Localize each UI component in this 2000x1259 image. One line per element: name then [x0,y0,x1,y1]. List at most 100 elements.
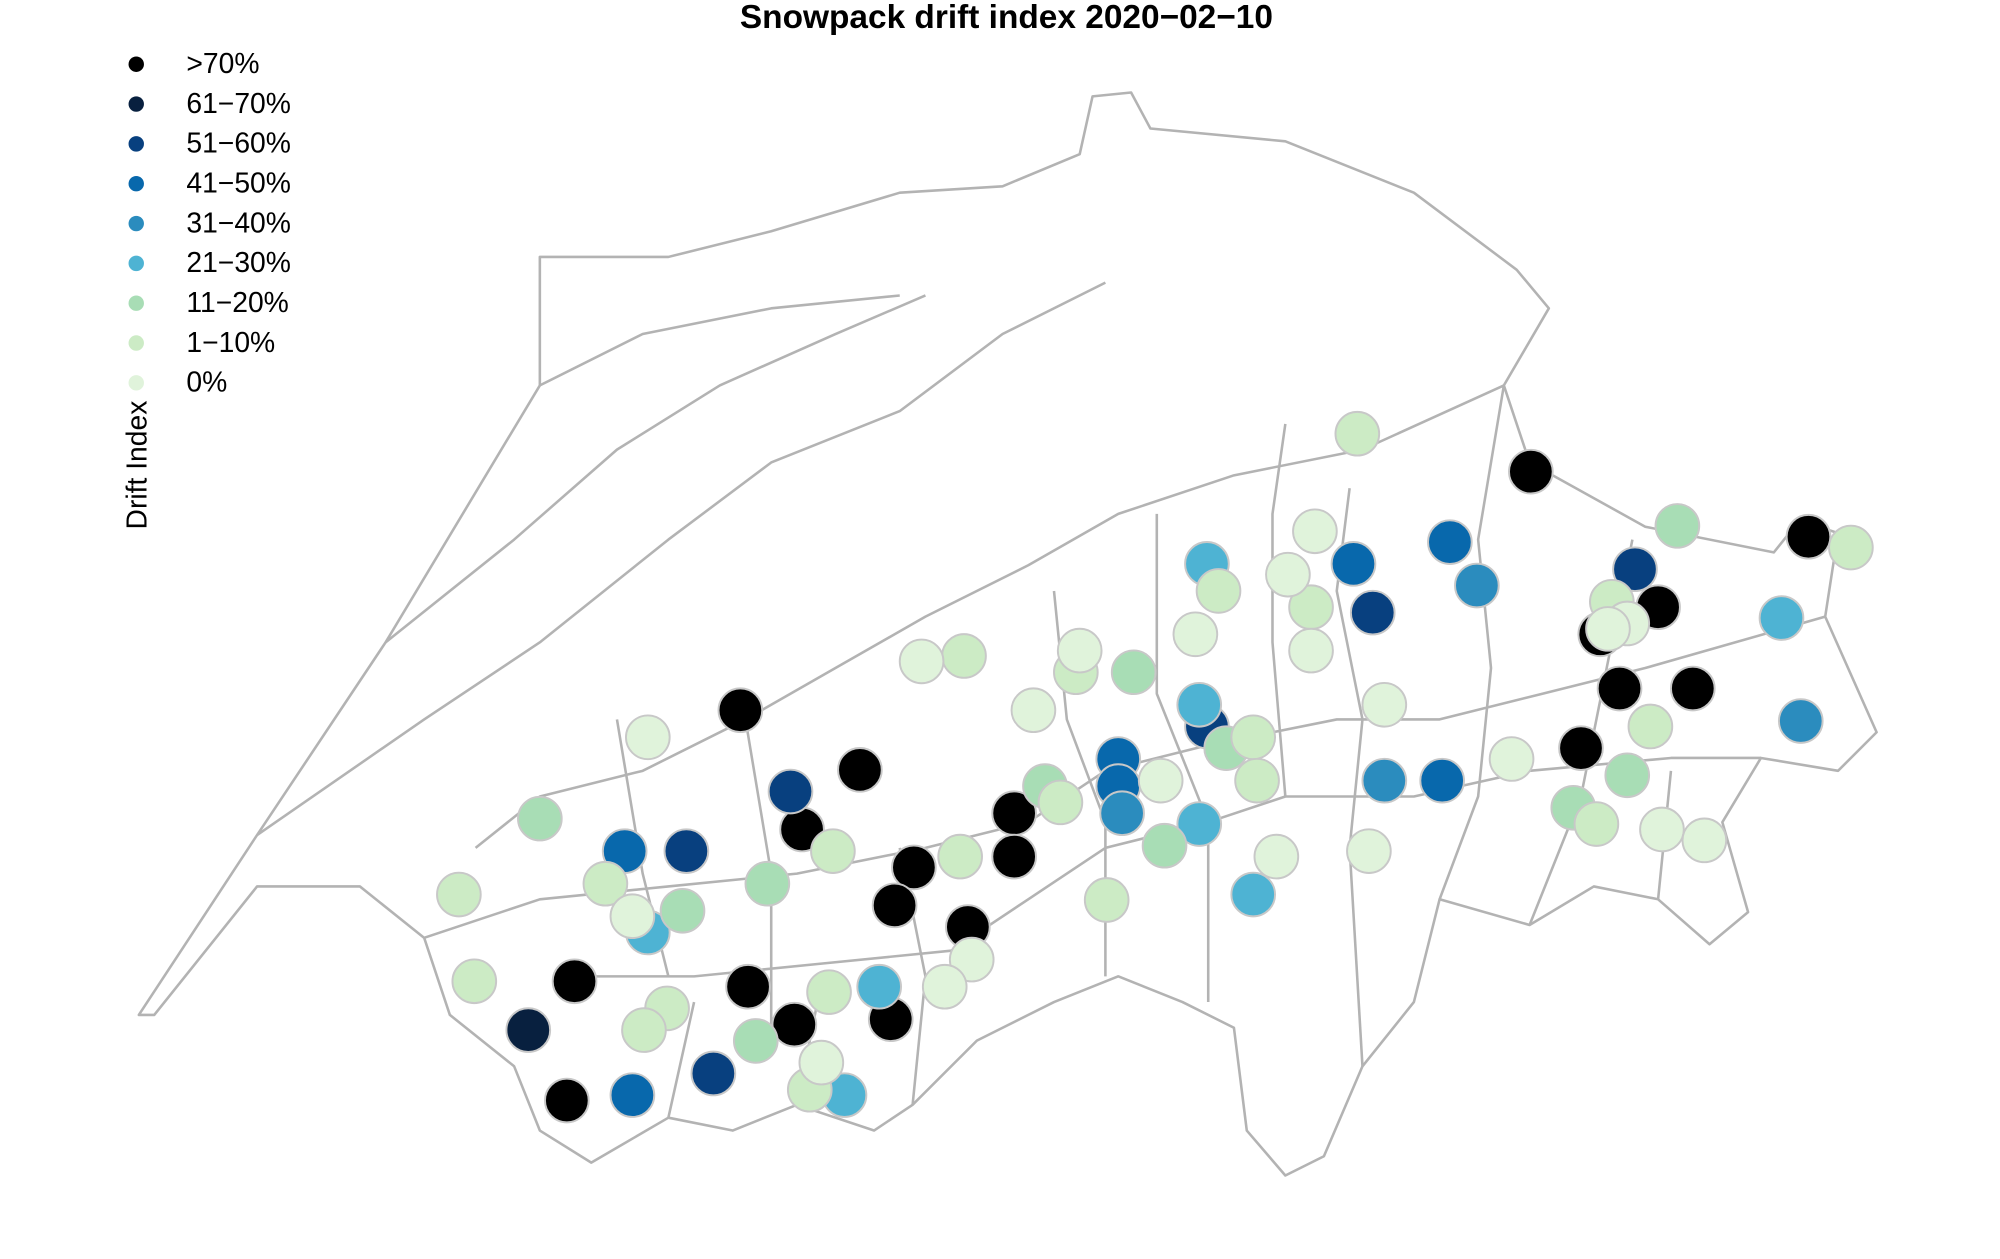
station-point [1195,568,1242,614]
station-point [1176,681,1223,728]
legend-swatch [128,136,144,152]
station-point [1612,546,1658,593]
legend-label: 41−50% [186,166,291,198]
station-point [1627,703,1674,750]
station-point [1334,410,1381,457]
station-point [717,687,764,734]
station-point [871,882,918,929]
legend-swatch [128,96,144,112]
station-point [771,1001,818,1048]
station-point [732,1018,779,1064]
station-point [690,1050,737,1097]
station-point [941,633,987,679]
station-point [1361,681,1408,728]
legend-title: Drift Index [120,401,152,530]
chart-title: Snowpack drift index 2020−02−10 [740,0,1273,36]
legend-label: 1−10% [186,326,275,358]
station-point [1010,687,1057,734]
station-point [725,963,771,1010]
station-point [1488,736,1535,782]
legend: >70% 61−70% 51−60% 41−50% 31−40% 21−30% 11−20%… [128,47,291,398]
legend-swatch [128,176,144,192]
station-point [1361,757,1408,804]
legend-label: 61−70% [186,87,291,119]
station-point [1785,513,1832,560]
station-point [1654,503,1701,549]
legend-label: 0% [186,366,227,398]
station-point [609,1072,656,1118]
legend-swatch [128,335,144,351]
station-point [1137,757,1184,804]
station-point [837,747,883,793]
legend-swatch [128,56,144,72]
station-point [1585,606,1631,652]
station-point [1230,871,1277,918]
station-point [1110,649,1157,696]
station-point [1349,589,1396,636]
station-point [1253,833,1300,880]
station-point [798,1039,845,1086]
legend-label: 11−20% [186,286,288,318]
station-point [1669,665,1716,712]
station-point [1141,822,1188,869]
station-point [1037,779,1084,826]
station-point [921,963,968,1010]
station-point [1639,806,1685,853]
station-point [436,871,482,918]
station-point [659,887,706,934]
station-point [663,828,710,874]
station-point [1596,665,1643,712]
station-point [517,795,563,842]
station-point [1234,757,1280,804]
station-point [744,860,791,907]
station-point [544,1077,590,1124]
station-point [1099,790,1145,837]
station-point [1265,551,1311,598]
station-point [1427,519,1473,565]
station-point [891,844,937,891]
station-point [1558,725,1604,771]
legend-swatch [128,255,144,272]
station-point [1288,627,1334,674]
station-point [609,893,656,940]
station-point [1758,595,1805,641]
legend-swatch [128,295,144,311]
station-point [1419,757,1465,804]
station-point [1230,714,1277,761]
legend-label: 51−60% [186,127,291,159]
station-point [1508,448,1554,495]
legend-swatch [128,215,144,232]
station-point [1056,627,1103,674]
station-point [505,1007,552,1053]
legend-label: 31−40% [186,206,291,238]
legend-label: 21−30% [186,246,291,278]
station-point [1330,541,1377,587]
station-point [937,833,983,880]
station-point [810,828,856,874]
station-point [1176,801,1223,847]
station-point [1292,508,1338,555]
station-point [1083,877,1130,923]
station-point [551,958,598,1005]
station-point [806,969,852,1015]
station-point [1681,817,1728,864]
station-point [1346,828,1392,874]
legend-label: >70% [186,47,259,79]
legend-swatch [128,375,144,391]
station-point [621,1007,667,1053]
station-point [898,638,945,685]
station-point [1454,562,1500,609]
station-point [1604,752,1651,799]
station-point [1777,698,1824,744]
station-point [991,833,1037,880]
station-point [625,714,671,761]
station-point [767,768,814,815]
station-point [1172,611,1219,658]
station-point [856,963,902,1010]
station-point [1573,801,1620,847]
station-point [582,860,629,907]
stations [436,410,1874,1124]
country-outline [137,91,1878,1177]
